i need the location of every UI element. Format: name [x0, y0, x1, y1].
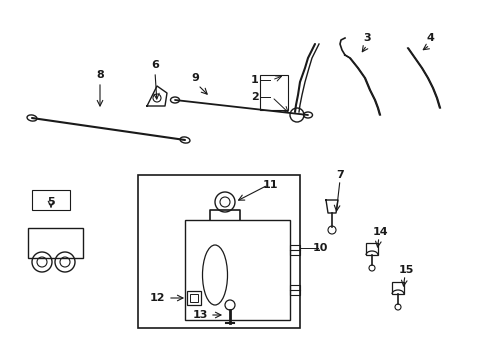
- Text: 15: 15: [398, 265, 413, 275]
- Text: 9: 9: [191, 73, 199, 83]
- Bar: [289, 285, 299, 295]
- Text: 8: 8: [96, 70, 103, 80]
- Text: 7: 7: [335, 170, 343, 180]
- Text: 3: 3: [363, 33, 370, 43]
- Bar: [28, 228, 83, 258]
- Bar: [186, 291, 201, 305]
- Text: 11: 11: [262, 180, 277, 190]
- Text: 6: 6: [151, 60, 159, 70]
- Text: 1: 1: [251, 75, 258, 85]
- Text: 10: 10: [312, 243, 327, 253]
- Bar: [365, 243, 377, 255]
- Text: 12: 12: [149, 293, 164, 303]
- Bar: [32, 190, 70, 210]
- Text: 13: 13: [192, 310, 207, 320]
- Text: 4: 4: [425, 33, 433, 43]
- Text: 14: 14: [371, 227, 387, 237]
- Bar: [184, 220, 289, 320]
- Bar: [391, 282, 403, 294]
- Text: 5: 5: [47, 197, 55, 207]
- Bar: [260, 75, 287, 110]
- Bar: [289, 245, 299, 255]
- Text: 2: 2: [251, 92, 258, 102]
- Bar: [190, 294, 198, 302]
- Bar: [138, 175, 299, 328]
